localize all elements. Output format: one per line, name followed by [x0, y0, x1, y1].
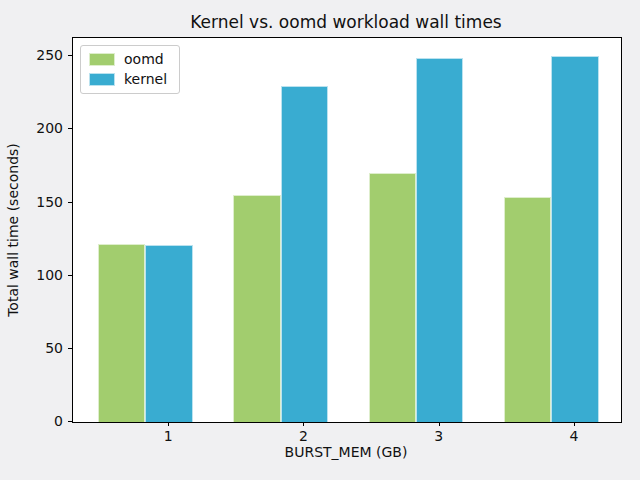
chart-title: Kernel vs. oomd workload wall times	[72, 12, 620, 32]
kernel-swatch-icon	[89, 73, 115, 86]
y-tick-label-0: 0	[0, 413, 63, 429]
y-tick-mark-200	[68, 128, 72, 129]
legend-item-oomd: oomd	[89, 51, 167, 68]
oomd-bar-4	[504, 197, 551, 422]
x-tick-mark-4	[574, 422, 575, 426]
kernel-bar-4	[551, 56, 598, 422]
x-tick-mark-1	[168, 422, 169, 426]
x-tick-label-2: 2	[283, 428, 323, 444]
x-tick-label-1: 1	[148, 428, 188, 444]
oomd-swatch-icon	[89, 53, 115, 66]
y-tick-label-150: 150	[0, 194, 63, 210]
y-tick-label-100: 100	[0, 267, 63, 283]
plot-area: oomd kernel	[72, 37, 622, 423]
legend-label: oomd	[124, 51, 164, 68]
y-tick-label-250: 250	[0, 47, 63, 63]
x-tick-label-3: 3	[419, 428, 459, 444]
x-axis-label: BURST_MEM (GB)	[72, 444, 620, 460]
kernel-bar-3	[416, 58, 463, 422]
y-tick-mark-150	[68, 202, 72, 203]
y-tick-mark-0	[68, 421, 72, 422]
y-tick-mark-100	[68, 275, 72, 276]
legend: oomd kernel	[80, 45, 180, 94]
x-tick-mark-3	[439, 422, 440, 426]
oomd-bar-3	[369, 173, 416, 422]
legend-item-kernel: kernel	[89, 71, 167, 88]
y-tick-label-200: 200	[0, 120, 63, 136]
legend-label: kernel	[124, 71, 167, 88]
y-tick-mark-250	[68, 55, 72, 56]
figure: Kernel vs. oomd workload wall times Tota…	[0, 0, 640, 480]
y-tick-mark-50	[68, 348, 72, 349]
kernel-bar-2	[281, 86, 328, 423]
oomd-bar-2	[233, 195, 280, 422]
oomd-bar-1	[98, 244, 145, 423]
x-tick-label-4: 4	[554, 428, 594, 444]
y-tick-label-50: 50	[0, 340, 63, 356]
x-tick-mark-2	[303, 422, 304, 426]
kernel-bar-1	[145, 245, 192, 422]
